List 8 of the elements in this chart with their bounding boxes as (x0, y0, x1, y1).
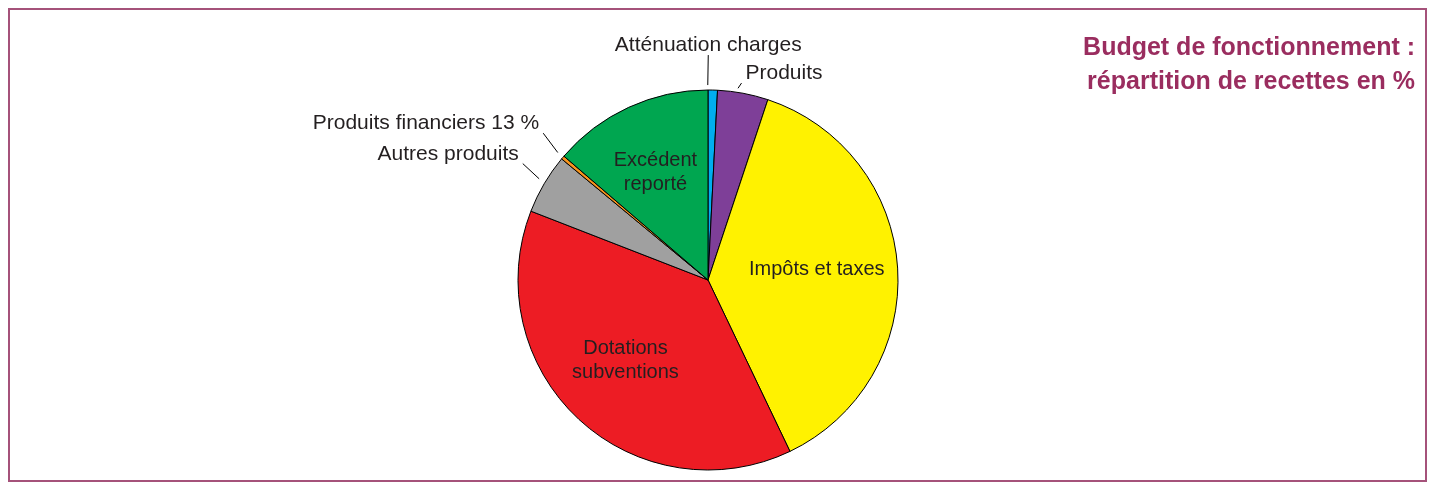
text: Budget de fonctionnement : répartition de recettes en % (1083, 32, 1415, 94)
slice-label: Impôts et taxes (748, 256, 885, 279)
slice-label: Produits financiers 13 % (312, 110, 540, 134)
slice-label: Atténuation charges (614, 32, 802, 56)
slice-label: Excédent reporté (613, 148, 698, 195)
slice-label: Autres produits (377, 140, 519, 164)
slice-label: Dotations subventions (572, 335, 679, 382)
slice-label: Produits (745, 60, 823, 84)
